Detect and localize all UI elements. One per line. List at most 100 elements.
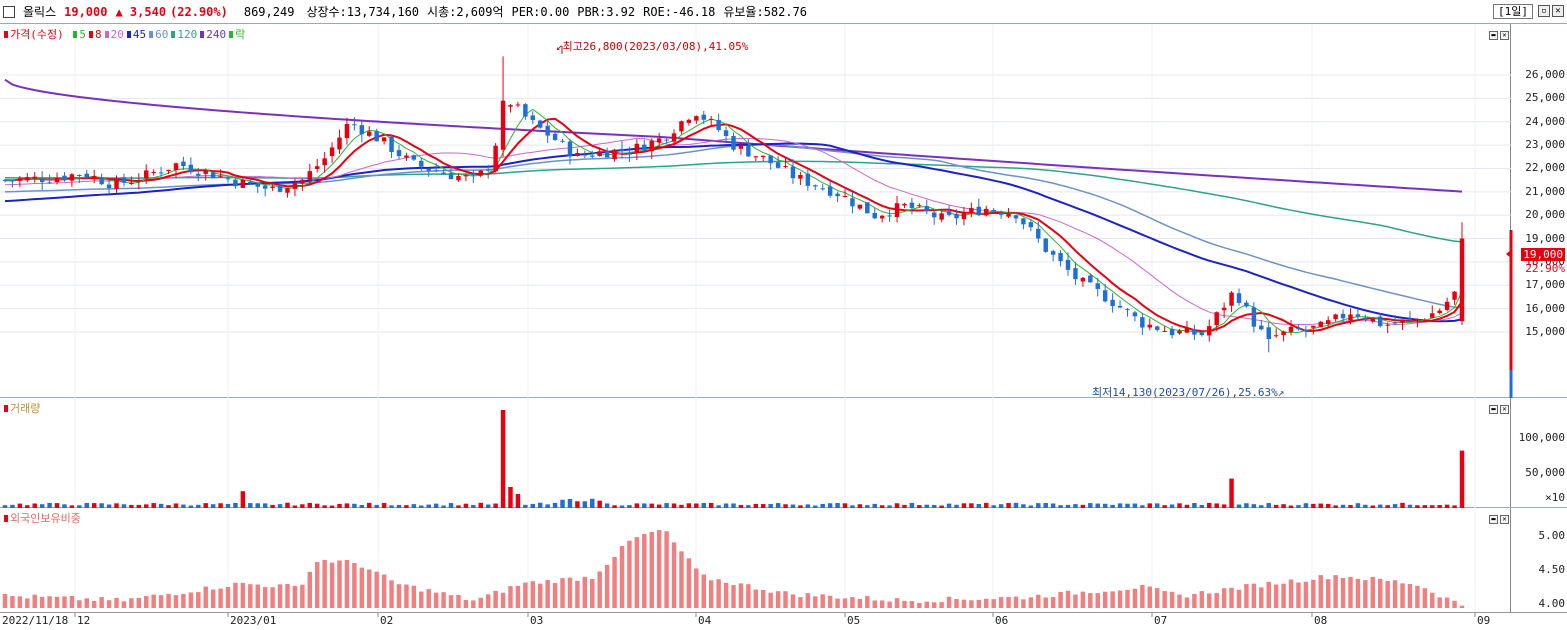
maximize-icon[interactable]: ▫ xyxy=(1538,5,1550,17)
ma-legend-items: 5 8 20 45 60 120 240 락 xyxy=(73,28,248,41)
volume-bar xyxy=(2,505,8,508)
foreign-ratio-bar xyxy=(857,598,863,608)
foreign-ratio-bar xyxy=(679,551,684,608)
candle-body xyxy=(1311,325,1316,328)
roe-value: ROE:-46.18 xyxy=(643,4,716,19)
foreign-ratio-bar xyxy=(1244,584,1249,608)
candle-body xyxy=(114,178,119,189)
candle-body xyxy=(805,173,811,186)
foreign-ratio-bar xyxy=(1132,588,1138,608)
foreign-ratio-bar xyxy=(158,595,164,608)
volume-bar xyxy=(872,503,877,508)
legend-marker xyxy=(73,31,78,38)
foreign-ratio-bar xyxy=(2,593,8,608)
select-checkbox[interactable] xyxy=(3,5,15,18)
foreign-plot-area[interactable] xyxy=(0,508,1511,612)
candle-body xyxy=(1392,322,1398,324)
foreign-ratio-bar xyxy=(656,530,662,608)
price-plot-area[interactable] xyxy=(0,24,1511,397)
foreign-ratio-bar xyxy=(1259,587,1264,608)
volume-bar xyxy=(1437,505,1442,508)
volume-bar xyxy=(1132,503,1138,508)
foreign-ratio-bar xyxy=(545,579,550,608)
foreign-ratio-bar xyxy=(775,591,781,608)
foreign-ratio-bar xyxy=(1355,578,1361,608)
current-price-tag: 19,000 xyxy=(1521,248,1565,261)
foreign-ratio-bar xyxy=(1117,590,1123,608)
volume-bar xyxy=(240,491,246,508)
foreign-ratio-bar xyxy=(582,576,588,608)
candle-body xyxy=(768,155,773,164)
volume-bar xyxy=(716,505,721,508)
candle-body xyxy=(426,168,431,171)
volume-bar xyxy=(329,505,335,508)
candle-body xyxy=(857,204,863,209)
candle-body xyxy=(664,139,669,141)
foreign-ratio-bar xyxy=(798,597,803,608)
pane-close-icon[interactable]: ✕ xyxy=(1500,515,1509,524)
pane-close-icon[interactable]: ✕ xyxy=(1500,405,1509,414)
foreign-ratio-bar xyxy=(181,593,186,608)
volume-bar xyxy=(77,505,82,508)
volume-plot-area[interactable] xyxy=(0,398,1511,507)
candle-body xyxy=(99,177,104,185)
candle-body xyxy=(1430,313,1435,318)
close-icon[interactable]: ✕ xyxy=(1552,5,1564,17)
candle-body xyxy=(961,213,967,220)
price-tick-label: 23,000 xyxy=(1525,138,1565,152)
foreign-ratio-bar xyxy=(1400,583,1405,608)
volume-bar xyxy=(84,502,90,508)
candle-body xyxy=(575,152,580,157)
volume-bar xyxy=(708,502,714,508)
volume-bar xyxy=(545,504,550,508)
volume-bar xyxy=(396,504,402,508)
stock-name[interactable]: 올릭스 xyxy=(23,5,57,19)
candle-body xyxy=(433,170,439,172)
candle-body xyxy=(642,144,647,151)
date-tick-label: 04 xyxy=(698,614,712,627)
foreign-ratio-bar xyxy=(1162,591,1167,608)
legend-marker xyxy=(149,31,154,38)
volume-bar xyxy=(961,503,967,508)
candle-body xyxy=(1177,330,1182,334)
foreign-ratio-bar xyxy=(262,587,268,608)
candle-body xyxy=(1110,299,1115,307)
pane-minimize-icon[interactable]: ▬ xyxy=(1489,405,1498,414)
foreign-ratio-bar xyxy=(946,596,952,608)
foreign-ratio-bar xyxy=(1437,597,1442,608)
foreign-pane-controls: ▬ ✕ xyxy=(1487,511,1509,524)
volume-bar xyxy=(1340,504,1346,508)
foreign-ownership-pane[interactable]: 외국인보유비중 ▬ ✕ xyxy=(0,508,1567,612)
price-pane[interactable]: 가격(수정) 5 8 20 45 60 120 240 락 ▬ ✕ xyxy=(0,24,1567,398)
volume-bar xyxy=(1177,503,1182,508)
foreign-ratio-bar xyxy=(1147,586,1153,608)
volume-bar xyxy=(984,502,989,508)
volume-bar xyxy=(1370,505,1376,508)
foreign-ratio-bar xyxy=(694,568,699,608)
legend-marker xyxy=(4,405,8,412)
candle-body xyxy=(1140,317,1145,328)
foreign-ratio-bar xyxy=(10,595,15,608)
foreign-ratio-bar xyxy=(1102,591,1108,608)
volume-bar xyxy=(17,503,23,508)
candle-body xyxy=(39,178,45,183)
foreign-ratio-bar xyxy=(114,597,119,608)
candle-body xyxy=(121,177,127,183)
candle-body xyxy=(493,145,498,172)
foreign-ratio-bar xyxy=(686,558,692,608)
volume-bar xyxy=(248,503,253,508)
volume-bar xyxy=(1095,503,1100,508)
volume-bar xyxy=(344,503,350,508)
candle-body xyxy=(1437,310,1442,314)
price-change: ▲ 3,540 xyxy=(115,4,167,19)
pane-minimize-icon[interactable]: ▬ xyxy=(1489,31,1498,40)
volume-bar xyxy=(1385,505,1390,508)
period-selector[interactable]: [1일] xyxy=(1493,4,1533,19)
candle-body xyxy=(731,136,736,150)
foreign-ratio-bar xyxy=(783,591,788,608)
volume-bar xyxy=(694,503,699,508)
candle-body xyxy=(679,121,684,132)
pane-minimize-icon[interactable]: ▬ xyxy=(1489,515,1498,524)
pane-close-icon[interactable]: ✕ xyxy=(1500,31,1509,40)
candle-body xyxy=(54,177,60,183)
